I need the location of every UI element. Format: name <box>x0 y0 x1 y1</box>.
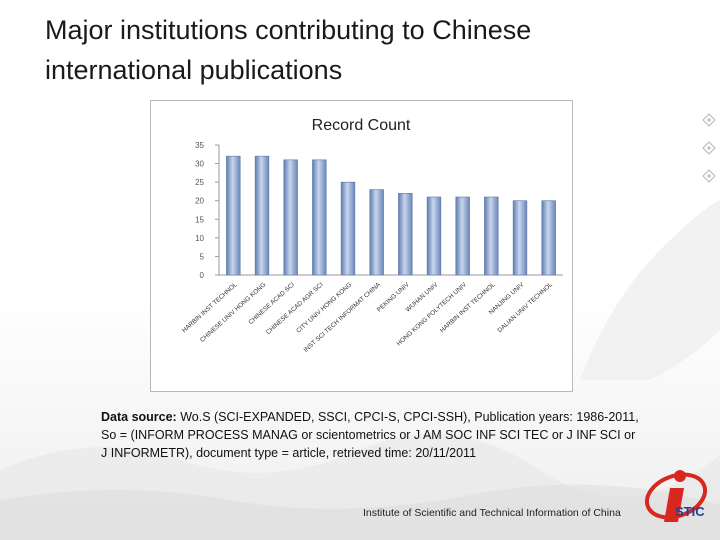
slide-title-line-2: international publications <box>45 55 343 85</box>
data-source-text: Wo.S (SCI-EXPANDED, SSCI, CPCI-S, CPCI-S… <box>101 410 639 460</box>
bar <box>426 196 442 276</box>
y-tick-label: 10 <box>195 234 204 243</box>
y-tick-label: 20 <box>195 197 204 206</box>
bar <box>484 196 499 276</box>
chart-title: Record Count <box>312 117 411 134</box>
bar <box>254 155 270 276</box>
istic-logo: STIC <box>644 470 708 522</box>
y-tick-label: 25 <box>195 178 204 187</box>
slide-title: Major institutions contributing to Chine… <box>45 10 685 90</box>
bar <box>226 155 241 276</box>
record-count-chart: Record Count 0 5 10 15 20 25 30 35 HARBIN INST TE… <box>181 117 563 354</box>
y-tick-label: 15 <box>195 215 204 224</box>
footer-institution: Institute of Scientific and Technical In… <box>363 507 621 519</box>
y-tick-label: 0 <box>200 271 205 280</box>
slide-title-line-1: Major institutions contributing to Chine… <box>45 15 532 45</box>
bar <box>283 159 298 276</box>
y-tick-label: 30 <box>195 160 204 169</box>
x-tick-label: HARBIN INST TECHNOL <box>439 281 497 334</box>
x-tick-label: CHINESE ACAD AGR SCI <box>265 281 325 336</box>
bar <box>455 196 470 276</box>
bar <box>340 181 356 276</box>
bar <box>369 189 384 276</box>
y-tick-label: 35 <box>195 141 204 150</box>
x-tick-label: DALIAN UNIV TECHNOL <box>496 281 554 334</box>
bar <box>512 200 528 276</box>
y-tick-label: 5 <box>200 252 205 261</box>
data-source-label: Data source: <box>101 410 177 424</box>
x-tick-label: CITY UNIV HONG KONG <box>295 281 353 334</box>
x-tick-label: HARBIN INST TECHNOL <box>181 281 239 334</box>
data-source-note: Data source: Wo.S (SCI-EXPANDED, SSCI, C… <box>101 408 641 462</box>
bar <box>541 200 556 276</box>
chart-frame: Record Count 0 5 10 15 20 25 30 35 HARBIN INST TE… <box>150 100 573 392</box>
bar <box>312 159 327 276</box>
logo-wordmark: STIC <box>675 504 705 519</box>
bar <box>398 192 413 276</box>
